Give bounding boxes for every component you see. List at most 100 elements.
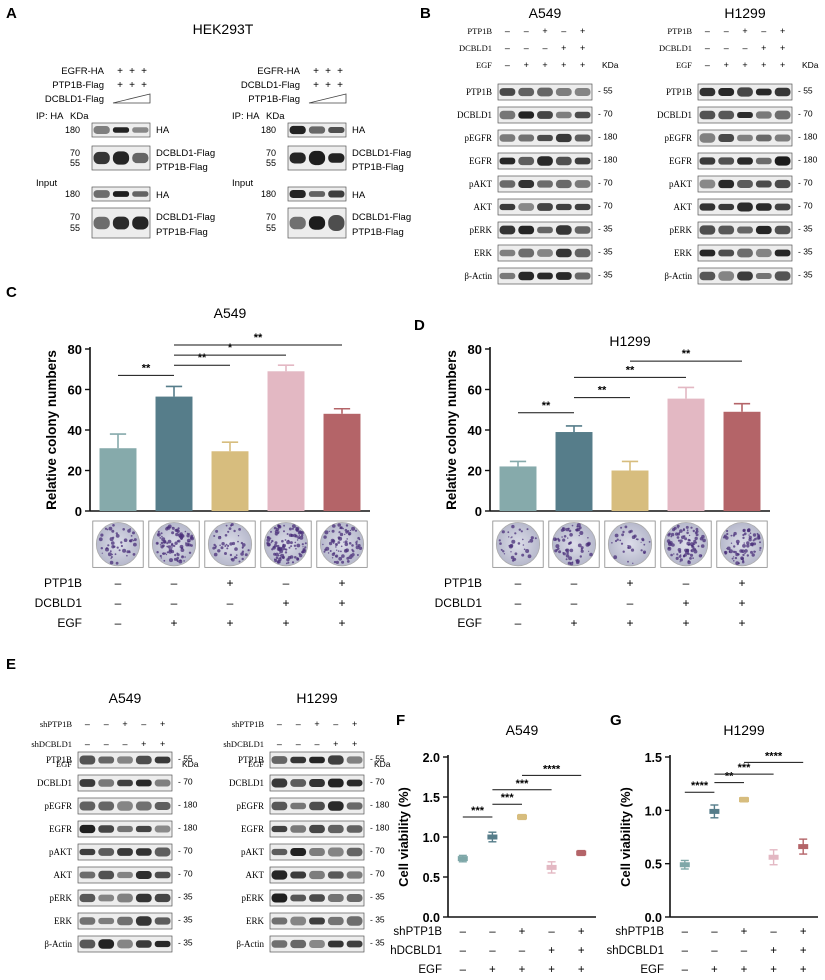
wb-strip-band — [574, 180, 591, 188]
condition-sign: – — [277, 719, 282, 729]
colony-dot — [100, 533, 104, 537]
condition-sign: – — [542, 43, 547, 53]
colony-dot — [110, 556, 113, 558]
condition-sign: – — [724, 43, 729, 53]
colony-dot — [275, 552, 279, 557]
protein-label: ERK — [246, 916, 265, 926]
colony-dot — [323, 535, 327, 539]
wb-strip-band — [154, 871, 171, 879]
colony-dot — [279, 549, 284, 554]
colony-dot — [190, 544, 193, 547]
colony-dot — [120, 544, 123, 548]
protein-label: β-Actin — [664, 271, 692, 281]
colony-dot — [690, 526, 693, 529]
colony-dot — [722, 536, 726, 539]
condition-sign: + — [800, 926, 807, 938]
wb-strip-band — [755, 88, 772, 96]
wb-strip — [697, 106, 793, 124]
colony-dot — [166, 545, 169, 548]
bar — [155, 396, 193, 511]
wb-strip-band — [327, 847, 344, 857]
condition-label: PTP1B-Flag — [248, 94, 300, 105]
colony-dot — [621, 533, 624, 537]
colony-dot — [279, 552, 281, 554]
colony-dot — [287, 556, 292, 560]
condition-sign: + — [519, 926, 526, 938]
colony-dot — [286, 540, 291, 545]
marker: - 70 — [798, 201, 813, 211]
colony-dot — [111, 529, 115, 533]
marker: - 180 — [598, 155, 618, 165]
colony-dot — [679, 558, 683, 562]
data-point — [546, 864, 557, 870]
y-axis-label: Relative colony numbers — [444, 350, 459, 510]
condition-plus: + — [337, 80, 343, 91]
colony-dot — [732, 556, 735, 558]
colony-dot — [632, 562, 634, 564]
condition-sign: + — [770, 945, 777, 957]
protein-label: pAKT — [241, 847, 264, 857]
colony-dish — [263, 522, 309, 567]
wb-strip — [697, 267, 793, 285]
colony-dot — [111, 541, 115, 545]
colony-dot — [160, 545, 164, 549]
colony-dot — [580, 548, 583, 551]
colony-dot — [278, 557, 282, 562]
wb-strip-band — [271, 893, 288, 903]
colony-dot — [288, 527, 292, 531]
colony-dot — [702, 538, 706, 543]
marker: - 70 — [598, 178, 613, 188]
condition-sign: + — [770, 964, 777, 976]
colony-dot — [115, 532, 119, 535]
colony-dot — [508, 536, 510, 538]
colony-dot — [285, 548, 288, 551]
colony-dot — [229, 542, 233, 546]
condition-sign: – — [283, 576, 290, 590]
condition-sign: – — [85, 719, 90, 729]
condition-sign: + — [226, 576, 233, 590]
wb-strip-band — [499, 203, 516, 211]
colony-dot — [271, 548, 274, 551]
wb-strip-band — [135, 893, 152, 903]
wb-strip-band — [290, 779, 307, 787]
colony-dot — [233, 529, 236, 533]
colony-dot — [344, 533, 346, 536]
colony-dot — [744, 552, 746, 555]
kda-header: KDa — [266, 111, 285, 122]
condition-label: EGFR-HA — [257, 66, 300, 77]
colony-dot — [221, 542, 225, 546]
wb-strip-band — [79, 824, 96, 834]
colony-dot — [624, 525, 628, 529]
colony-dot — [188, 551, 192, 554]
condition-sign: + — [542, 60, 547, 70]
condition-label: EGF — [57, 616, 82, 630]
significance-label: ** — [542, 400, 551, 412]
wb-strip-band — [135, 801, 152, 811]
protein-label: DCBLD1 — [37, 778, 72, 788]
significance-label: ** — [682, 348, 691, 360]
condition-sign: + — [742, 26, 747, 36]
protein-label: β-Actin — [44, 939, 72, 949]
colony-dot — [344, 528, 348, 532]
wb-strip-band — [737, 157, 753, 165]
colony-dot — [165, 553, 168, 556]
wb-strip — [269, 751, 365, 769]
condition-sign: – — [571, 596, 578, 610]
ip-band-ha-band — [289, 125, 306, 135]
marker: 70 — [70, 212, 80, 222]
y-tick-label: 80 — [468, 342, 482, 357]
colony-dot — [578, 534, 580, 537]
marker: - 180 — [178, 823, 198, 833]
y-tick-label: 1.0 — [423, 831, 440, 845]
panel-a-right-blot: EGFR-HA + + + DCBLD1-Flag + + + PTP1B-Flag IP: HA… — [232, 66, 411, 239]
wb-strip-band — [154, 756, 171, 764]
wb-strip-band — [117, 848, 133, 856]
colony-dot — [115, 561, 119, 565]
condition-sign: – — [571, 576, 578, 590]
colony-dot — [107, 552, 112, 557]
colony-dot — [616, 538, 619, 541]
wb-strip-band — [774, 134, 791, 142]
wb-strip — [77, 774, 173, 792]
significance-label: ** — [254, 332, 263, 344]
